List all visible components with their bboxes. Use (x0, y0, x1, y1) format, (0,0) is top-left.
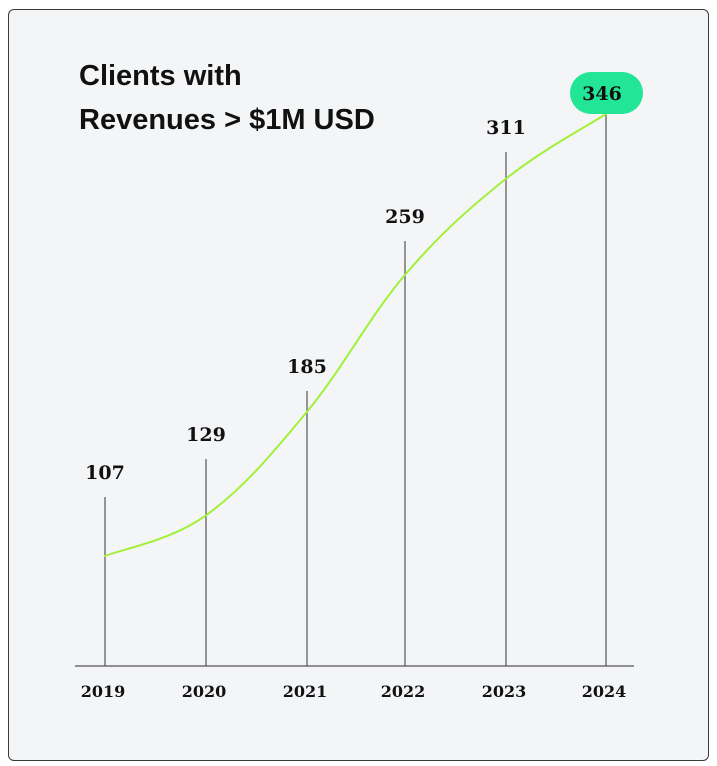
x-tick-label-2019: 2019 (81, 682, 126, 701)
highlight-badge (570, 72, 643, 114)
value-label-2019: 107 (85, 462, 125, 484)
series-line (104, 113, 607, 557)
chart-card: Clients with Revenues > $1M USD (8, 9, 709, 761)
x-tick-label-2021: 2021 (283, 682, 328, 701)
x-tick-label-2024: 2024 (582, 682, 627, 701)
chart-title: Clients with Revenues > $1M USD (79, 54, 375, 142)
chart-title-line-1: Clients with (79, 60, 242, 92)
x-tick-label-2022: 2022 (381, 682, 426, 701)
value-label-2021: 185 (287, 356, 327, 378)
x-tick-label-2023: 2023 (482, 682, 527, 701)
value-label-2020: 129 (186, 424, 226, 446)
value-label-2023: 311 (486, 117, 526, 139)
chart-title-line-2: Revenues > $1M USD (79, 104, 375, 136)
value-label-2024: 346 (582, 83, 622, 105)
x-tick-label-2020: 2020 (182, 682, 227, 701)
value-label-2022: 259 (385, 206, 425, 228)
